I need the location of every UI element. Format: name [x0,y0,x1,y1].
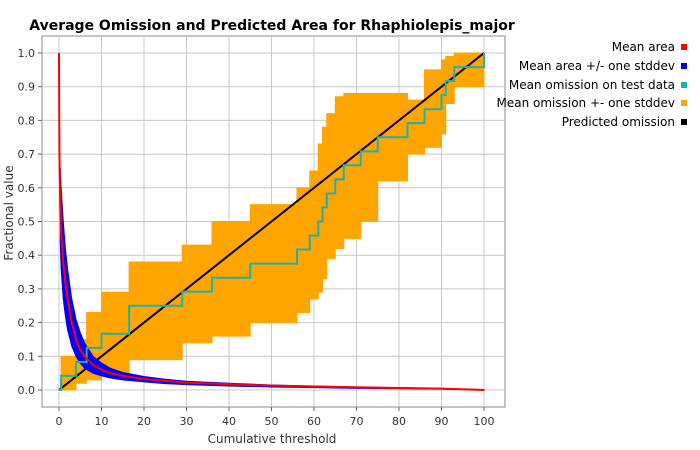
y-tick-label: 0.1 [18,350,36,363]
x-tick-label: 100 [474,415,495,428]
x-tick-label: 20 [137,415,151,428]
legend-swatch [681,119,687,125]
legend-label: Predicted omission [562,115,675,129]
x-tick-label: 10 [95,415,109,428]
y-tick-label: 0.9 [18,81,36,94]
y-tick-label: 0.8 [18,114,36,127]
x-tick-label: 90 [435,415,449,428]
chart-title: Average Omission and Predicted Area for … [29,18,515,34]
y-tick-label: 0.0 [18,384,36,397]
legend-label: Mean omission on test data [509,78,675,92]
mean-area-line [58,52,485,391]
y-tick-label: 0.4 [18,249,36,262]
y-axis-label: Fractional value [2,165,16,260]
x-axis-label: Cumulative threshold [208,432,337,446]
legend-label: Mean area [612,40,675,54]
x-tick-label: 50 [265,415,279,428]
y-tick-label: 0.6 [18,182,36,195]
y-tick-label: 0.2 [18,317,36,330]
x-tick-label: 70 [350,415,364,428]
legend-swatch [681,82,687,88]
y-tick-label: 0.7 [18,148,36,161]
legend-label: Mean omission +- one stddev [497,96,676,110]
x-tick-label: 40 [222,415,236,428]
y-tick-label: 0.3 [18,283,36,296]
y-tick-label: 0.5 [18,216,36,229]
legend-swatch [681,100,687,106]
x-tick-label: 0 [56,415,63,428]
x-tick-label: 80 [392,415,406,428]
series-layer [58,52,485,391]
legend-label: Mean area +/- one stddev [519,59,675,73]
y-tick-label: 1.0 [18,47,36,60]
axes: 0 10 20 30 40 50 60 70 80 90 100 0.0 0.1 0.2 0.3 0.4 0.5… [18,47,495,428]
x-tick-label: 60 [307,415,321,428]
mean-omission-on-test-data-line [59,53,485,391]
legend: Mean area Mean area +/- one stddev Mean om… [497,40,687,129]
x-tick-label: 30 [180,415,194,428]
legend-swatch [681,63,687,69]
legend-swatch [681,44,687,50]
